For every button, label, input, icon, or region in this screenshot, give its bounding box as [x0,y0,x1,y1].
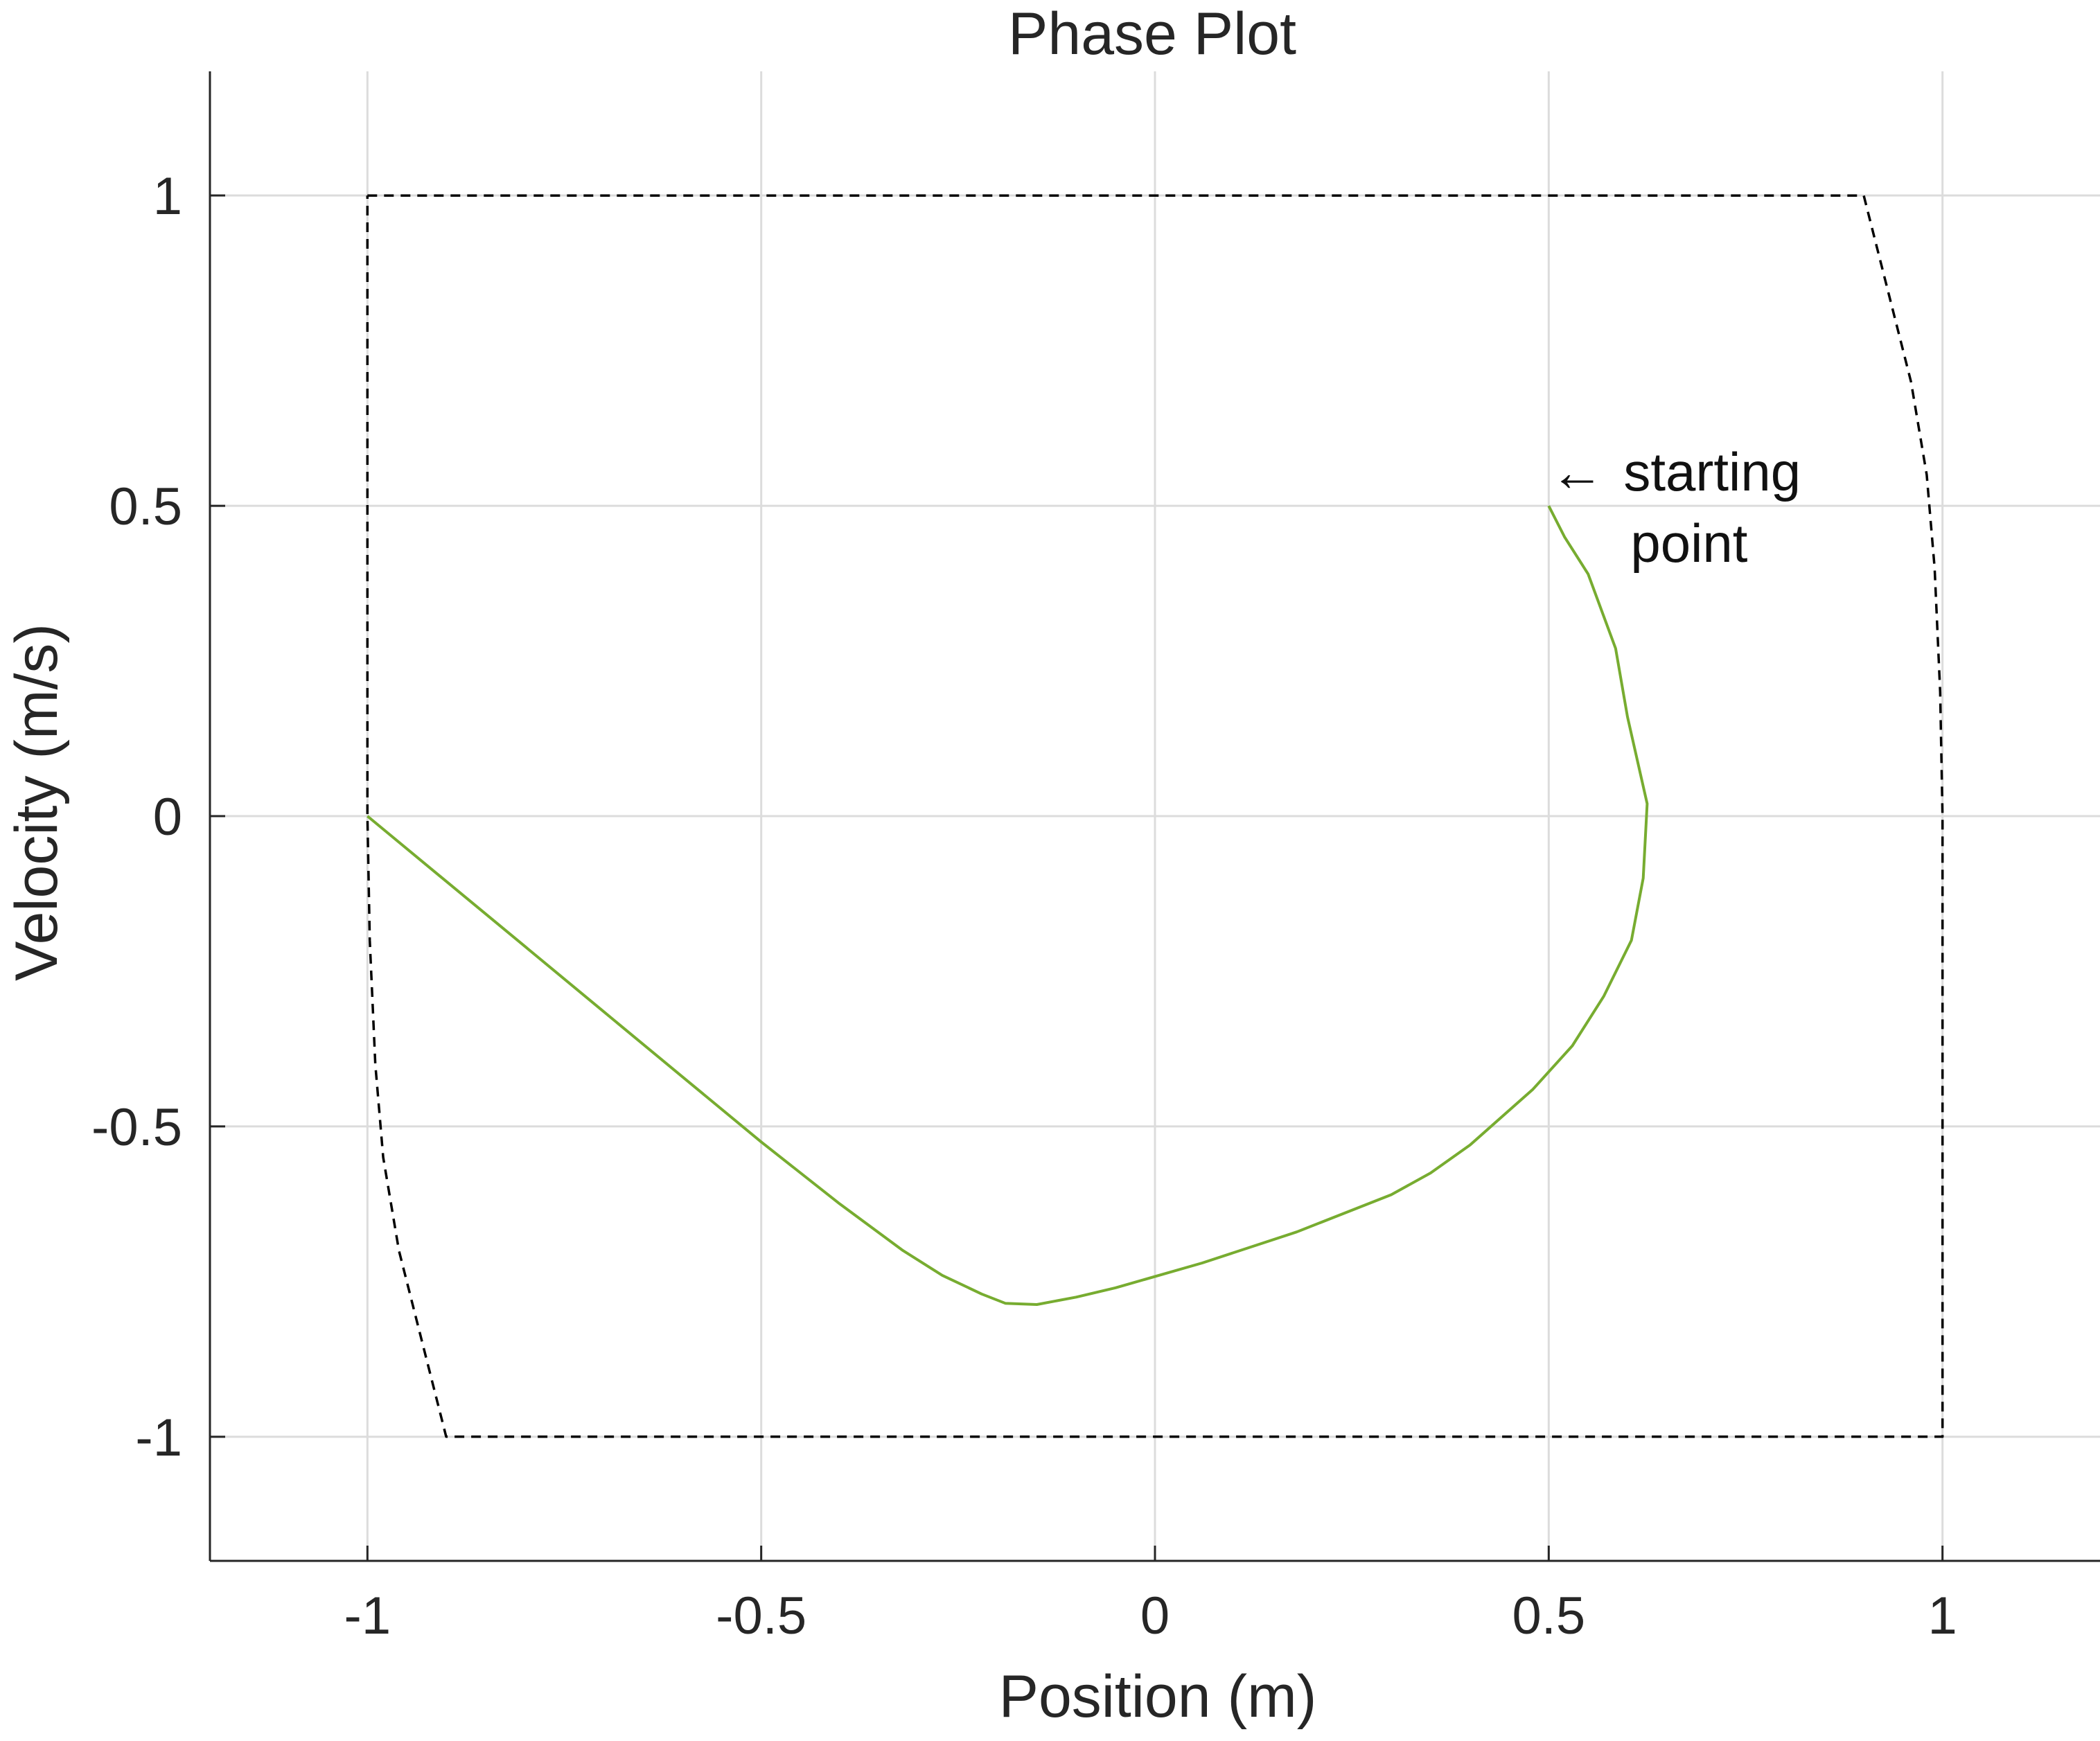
x-tick-label: 0 [1140,1587,1170,1645]
x-tick-label: 0.5 [1512,1587,1586,1645]
grid-lines [210,71,2100,1561]
y-tick-label: -0.5 [91,1098,182,1157]
y-tick-label: -1 [135,1408,182,1467]
y-axis-title: Velocity (m/s) [3,624,70,981]
trajectory-line [367,505,1649,1306]
y-tick-label: 0 [153,788,182,847]
chart-title: Phase Plot [1008,1,1296,67]
y-tick-label: 0.5 [109,477,182,536]
annotation-text-line-1: starting [1623,441,1801,502]
starting-point-annotation: ← starting point [1550,441,1801,574]
x-axis-title: Position (m) [999,1663,1317,1730]
y-tick-label: 1 [153,167,182,226]
left-arrow-icon: ← [1550,441,1604,502]
annotation-text-line-2: point [1630,513,1747,574]
x-tick-label: 1 [1928,1587,1957,1645]
x-tick-label: -1 [344,1587,391,1645]
boundary-dashed-line [366,194,1944,1438]
x-tick-label: -0.5 [716,1587,806,1645]
tick-marks-and-labels: -1 -0.5 0 0.5 1 -1 -0.5 0 0.5 1 [91,167,1957,1645]
plot-series [366,194,1944,1438]
